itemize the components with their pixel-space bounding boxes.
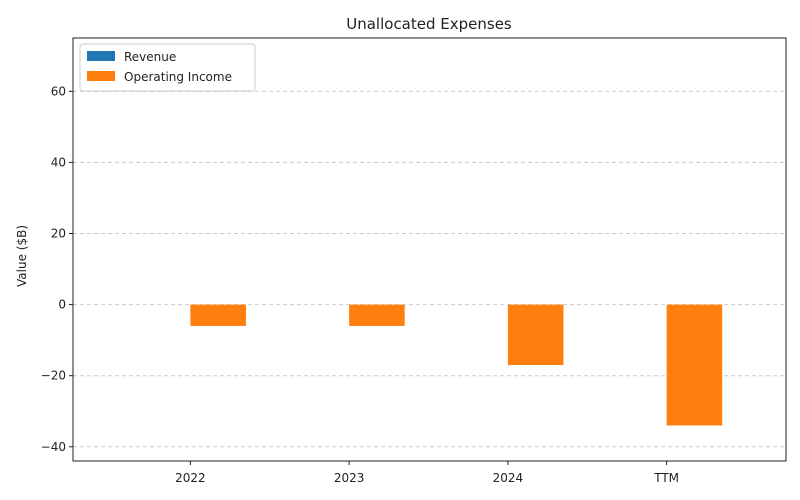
y-axis-label: Value ($B) xyxy=(15,225,29,287)
y-tick-label: 20 xyxy=(51,227,66,241)
legend-label-revenue: Revenue xyxy=(124,50,176,64)
x-tick-label: 2024 xyxy=(493,471,524,485)
x-tick-label: 2023 xyxy=(334,471,365,485)
legend-label-operating-income: Operating Income xyxy=(124,70,232,84)
chart-title: Unallocated Expenses xyxy=(346,15,512,33)
x-axis-ticks: 2022 2023 2024 TTM xyxy=(175,461,679,485)
plot-frame xyxy=(72,37,787,462)
bar-operating-income-2023 xyxy=(349,304,405,326)
legend-box xyxy=(79,43,256,92)
y-axis-ticks: −40 −20 0 20 40 60 xyxy=(41,84,73,454)
bar-operating-income-2022 xyxy=(190,304,246,326)
y-tick-label: 60 xyxy=(51,84,66,98)
legend: Revenue Operating Income xyxy=(79,43,256,92)
bar-operating-income-2024 xyxy=(507,304,564,366)
bars xyxy=(190,304,723,426)
legend-swatch-revenue xyxy=(87,51,115,61)
y-tick-label: 0 xyxy=(58,298,66,312)
x-tick-label: 2022 xyxy=(175,471,206,485)
legend-swatch-operating-income xyxy=(87,71,115,81)
y-tick-label: 40 xyxy=(51,155,66,169)
y-tick-label: −40 xyxy=(41,440,66,454)
x-tick-label: TTM xyxy=(653,471,679,485)
y-tick-label: −20 xyxy=(41,369,66,383)
bar-operating-income-ttm xyxy=(666,304,723,426)
